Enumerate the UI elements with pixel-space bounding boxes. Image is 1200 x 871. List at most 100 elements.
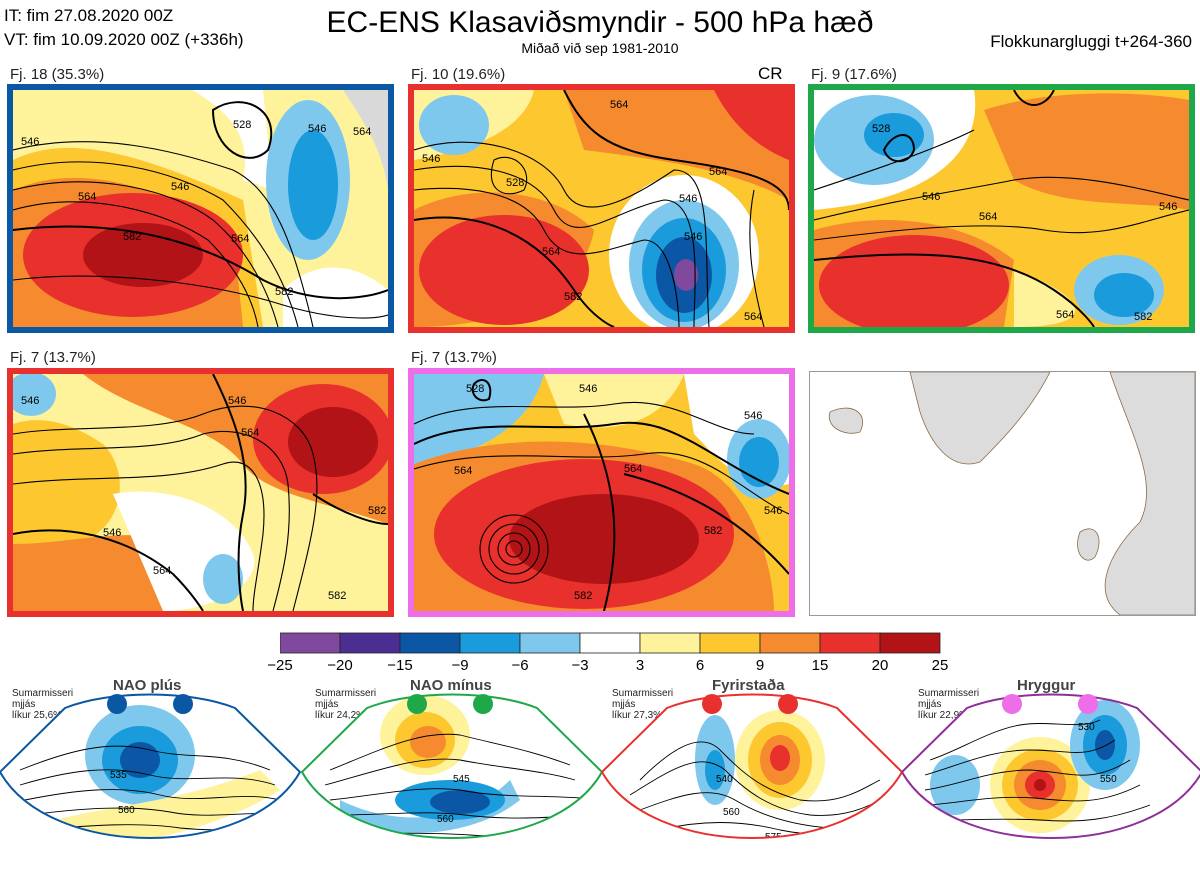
p4-contour-label-6: 582: [328, 590, 346, 602]
colorbar-swatch: [879, 632, 941, 654]
regime-4-name: Hryggur: [1017, 677, 1076, 694]
initial-time: IT: fim 27.08.2020 00Z: [4, 6, 174, 25]
regime-1-probability: líkur 25,6%: [12, 710, 63, 721]
panel-5-label: Fj. 7 (13.7%): [411, 349, 497, 366]
colorbar-tick-label: 9: [755, 657, 765, 674]
regime-1-info: Sumarmisseri mjjás líkur 25,6%: [12, 688, 73, 721]
colorbar-tick-label: 15: [811, 657, 829, 674]
p4-contour-label-4: 546: [103, 527, 121, 539]
p5-contour-label-5: 582: [704, 525, 722, 537]
regime-2-contour-a: 545: [453, 774, 470, 785]
colorbar-swatch: [279, 632, 341, 654]
colorbar-swatch: [819, 632, 881, 654]
p2-contour-label-1: 546: [422, 153, 440, 165]
colorbar-swatch: [699, 632, 761, 654]
p5-contour-label-3: 564: [454, 465, 472, 477]
anomaly-map-2: 546 528 564 546 564 582 564 546 564: [414, 90, 789, 327]
colorbar-swatch: [399, 632, 461, 654]
regime-3-map: 540 560 575: [602, 694, 902, 843]
anomaly-map-3: 528 546 564 564 582 546: [814, 90, 1189, 327]
panel-4-label: Fj. 7 (13.7%): [10, 349, 96, 366]
panel-2-label: Fj. 10 (19.6%): [411, 66, 506, 83]
regime-2-season: Sumarmisseri: [315, 688, 377, 699]
p3-contour-label-2: 546: [922, 191, 940, 203]
p5-contour-label-7: 564: [624, 463, 642, 475]
reference-map: [809, 371, 1196, 616]
anomaly-map-4: 546 546 564 546 564 582 582: [13, 374, 388, 611]
regime-2-months: mjjás: [315, 699, 339, 710]
regime-1-contour-b: 560: [118, 805, 135, 816]
p3-contour-label-5: 582: [1134, 311, 1152, 323]
p4-contour-label-7: 582: [368, 505, 386, 517]
colorbar-swatch: [339, 632, 401, 654]
regime-1-contour-a: 535: [110, 770, 127, 781]
colorbar: [279, 632, 945, 659]
p1-contour-label-9: 564: [353, 126, 371, 138]
regime-2-probability: líkur 24,2%: [315, 710, 366, 721]
colorbar-tick-label: −25: [267, 657, 293, 674]
colorbar-tick-label: 25: [931, 657, 949, 674]
regime-3-probability: líkur 27,3%: [612, 710, 663, 721]
p5-contour-label-2: 546: [579, 383, 597, 395]
regime-4-contour-b: 550: [1100, 774, 1117, 785]
p2-contour-label-8: 546: [684, 231, 702, 243]
regime-2-contour-b: 560: [437, 814, 454, 825]
regime-4-contour-c: 575: [1093, 837, 1110, 848]
regime-4-marker-icon: [1002, 694, 1022, 714]
anomaly-map-5: 528 546 564 546 582 582 564 546: [414, 374, 789, 611]
p4-contour-label-3: 564: [241, 427, 259, 439]
cluster-map-5[interactable]: 528 546 564 546 582 582 564 546: [408, 368, 795, 617]
p3-contour-label-3: 564: [979, 211, 997, 223]
regime-2-outline: [300, 693, 604, 839]
regime-3-contour-b: 560: [723, 807, 740, 818]
colorbar-swatch: [639, 632, 701, 654]
regime-1-marker-icon: [107, 694, 127, 714]
p1-contour-label-4: 546: [171, 181, 189, 193]
regime-maps: 535 560 545 560 575: [0, 693, 1200, 848]
p4-contour-label-2: 546: [228, 395, 246, 407]
p5-contour-label-6: 582: [574, 590, 592, 602]
panel-2-tag: CR: [758, 64, 783, 83]
colorbar-tick-label: −6: [511, 657, 529, 674]
colorbar-tick-label: 6: [695, 657, 705, 674]
cluster-map-1[interactable]: 546 528 564 546 582 564 582 546 564: [7, 84, 394, 333]
p3-contour-label-4: 564: [1056, 309, 1074, 321]
colorbar-swatches: [279, 632, 941, 654]
p1-contour-label-3: 564: [78, 191, 96, 203]
regime-3-outline: [600, 693, 904, 839]
page-title: EC-ENS Klasaviðsmyndir - 500 hPa hæð: [326, 6, 874, 39]
cluster-map-2[interactable]: 546 528 564 546 564 582 564 546 564: [408, 84, 795, 333]
regime-1-name: NAO plús: [113, 677, 182, 694]
panel-3-label: Fj. 9 (17.6%): [811, 66, 897, 83]
regime-3-name: Fyrirstaða: [712, 677, 785, 694]
colorbar-tick-label: −20: [327, 657, 353, 674]
cluster-map-3[interactable]: 528 546 564 564 582 546: [808, 84, 1195, 333]
regime-2-marker-icon-2: [473, 694, 493, 714]
p4-contour-label-5: 564: [153, 565, 171, 577]
regime-3-contour-a: 540: [716, 774, 733, 785]
regime-4-months: mjjás: [918, 699, 942, 710]
p1-contour-label-2: 528: [233, 119, 251, 131]
regime-2-map: 545 560 575: [302, 694, 602, 838]
p2-contour-label-9: 564: [744, 311, 762, 323]
p2-contour-label-2: 528: [506, 177, 524, 189]
colorbar-tick-label: −3: [571, 657, 589, 674]
p2-contour-label-4: 546: [679, 193, 697, 205]
regime-4-outline: [900, 693, 1200, 839]
regime-2-name: NAO mínus: [410, 677, 492, 694]
p4-contour-label-1: 546: [21, 395, 39, 407]
p1-contour-label-5: 582: [123, 231, 141, 243]
p2-contour-label-7: 564: [542, 246, 560, 258]
p5-contour-label-8: 546: [764, 505, 782, 517]
colorbar-swatch: [519, 632, 581, 654]
cluster-map-4[interactable]: 546 546 564 546 564 582 582: [7, 368, 394, 617]
regime-3-marker-icon: [702, 694, 722, 714]
p5-contour-label-4: 546: [744, 410, 762, 422]
regime-4-season: Sumarmisseri: [918, 688, 980, 699]
p3-contour-label-6: 546: [1159, 201, 1177, 213]
regime-4-info: Sumarmisseri mjjás líkur 22,9%: [918, 688, 979, 721]
colorbar-tick-label: 3: [635, 657, 645, 674]
regime-3-contour-c: 575: [765, 832, 782, 843]
colorbar-swatch: [759, 632, 821, 654]
regime-4-map: 530 550 575: [902, 694, 1200, 848]
